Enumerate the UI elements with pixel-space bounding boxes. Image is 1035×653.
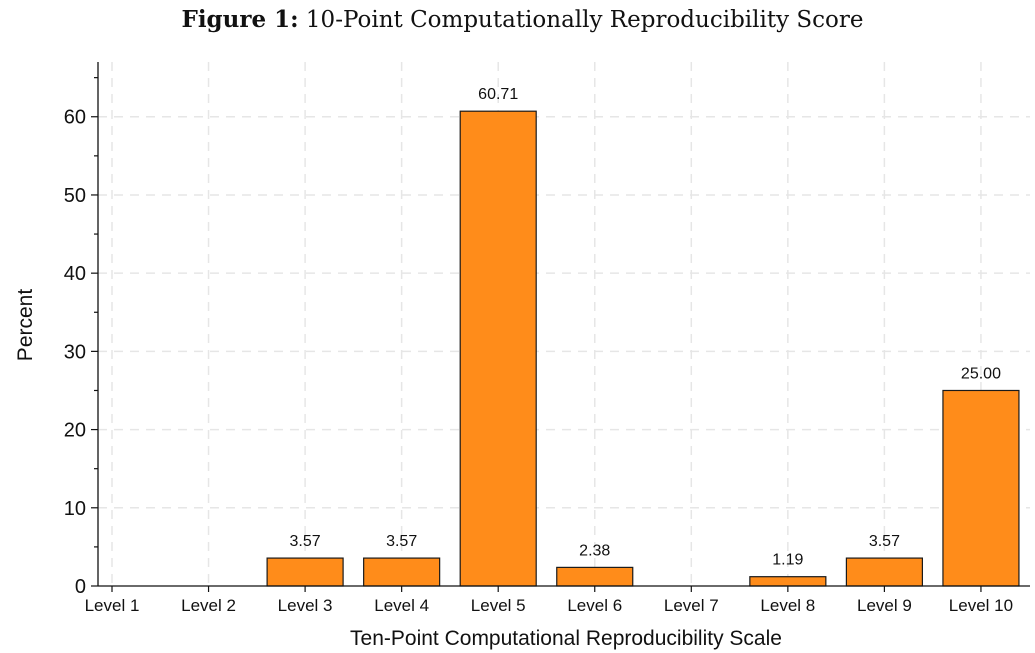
bar-data-label: 1.19 <box>772 552 803 569</box>
y-tick-label: 40 <box>64 263 86 285</box>
y-tick-label: 60 <box>64 107 86 129</box>
bar <box>942 389 1020 587</box>
bar-data-label: 2.38 <box>579 542 610 559</box>
bar-data-label: 25.00 <box>961 365 1001 382</box>
data-labels: 3.57 3.57 60.71 2.38 1.19 3.57 25.00 <box>290 86 1002 568</box>
x-tick-label: Level 9 <box>857 596 912 615</box>
x-tick-label: Level 10 <box>949 596 1013 615</box>
y-tick-label: 50 <box>64 185 86 207</box>
bar-data-label: 3.57 <box>869 533 900 550</box>
x-tick-label: Level 2 <box>181 596 236 615</box>
bar <box>459 110 537 587</box>
bar-data-label: 3.57 <box>290 533 321 550</box>
y-tick-label: 10 <box>64 498 86 520</box>
bar <box>363 557 441 587</box>
x-tick-label: Level 5 <box>471 596 526 615</box>
x-tick-label: Level 7 <box>664 596 719 615</box>
bar <box>845 557 924 587</box>
y-tick-label: 0 <box>75 576 86 598</box>
figure-label: Figure 1: <box>181 6 299 33</box>
axes: 0 10 20 30 40 50 60 Level 1 Level 2 Level 3 Level … <box>64 62 1030 615</box>
bar <box>556 566 634 587</box>
x-tick-label: Level 4 <box>374 596 429 615</box>
bars <box>266 110 1020 587</box>
bar-data-label: 3.57 <box>386 533 417 550</box>
y-axis-title: Percent <box>14 289 37 362</box>
chart-title: Figure 1: 10-Point Computationally Repro… <box>0 6 1035 33</box>
x-axis-title: Ten-Point Computational Reproducibility … <box>350 627 782 650</box>
x-tick-label: Level 3 <box>278 596 333 615</box>
bar <box>749 576 827 587</box>
y-tick-label: 20 <box>64 420 86 442</box>
bar-data-label: 60.71 <box>478 86 518 103</box>
x-tick-label: Level 6 <box>567 596 622 615</box>
gridlines <box>98 62 1030 586</box>
y-tick-label: 30 <box>64 341 86 363</box>
figure-title-text: 10-Point Computationally Reproducibility… <box>305 7 864 33</box>
bar <box>266 557 344 587</box>
x-tick-label: Level 8 <box>760 596 815 615</box>
x-tick-label: Level 1 <box>85 596 140 615</box>
